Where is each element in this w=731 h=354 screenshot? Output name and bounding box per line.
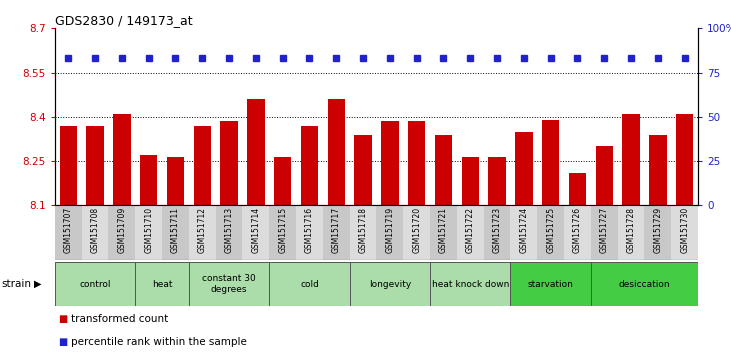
Text: desiccation: desiccation — [618, 280, 670, 289]
Bar — [247, 99, 265, 205]
Text: GSM151720: GSM151720 — [412, 207, 421, 253]
Text: longevity: longevity — [368, 280, 411, 289]
Bar — [167, 156, 184, 205]
Bar — [269, 262, 349, 306]
Bar — [430, 205, 457, 260]
Text: GSM151716: GSM151716 — [305, 207, 314, 253]
Bar — [515, 132, 533, 205]
Bar — [618, 205, 645, 260]
Bar — [300, 126, 318, 205]
Bar — [484, 205, 510, 260]
Bar — [82, 205, 108, 260]
Bar — [542, 120, 559, 205]
Bar — [135, 262, 189, 306]
Text: GSM151726: GSM151726 — [573, 207, 582, 253]
Text: GSM151714: GSM151714 — [251, 207, 260, 253]
Bar — [189, 205, 216, 260]
Text: GSM151711: GSM151711 — [171, 207, 180, 253]
Bar — [435, 135, 452, 205]
Bar — [194, 126, 211, 205]
Bar — [349, 205, 376, 260]
Text: constant 30
degrees: constant 30 degrees — [202, 274, 256, 294]
Text: cold: cold — [300, 280, 319, 289]
Bar — [55, 262, 135, 306]
Text: GSM151721: GSM151721 — [439, 207, 448, 253]
Text: GSM151724: GSM151724 — [520, 207, 529, 253]
Bar — [243, 205, 269, 260]
Bar — [649, 135, 667, 205]
Bar — [510, 205, 537, 260]
Bar — [461, 156, 479, 205]
Bar — [622, 114, 640, 205]
Text: ▶: ▶ — [34, 279, 42, 289]
Bar — [55, 205, 82, 260]
Bar — [327, 99, 345, 205]
Bar — [381, 121, 398, 205]
Text: GSM151710: GSM151710 — [144, 207, 153, 253]
Bar — [274, 156, 292, 205]
Bar — [296, 205, 323, 260]
Bar — [220, 121, 238, 205]
Bar — [488, 156, 506, 205]
Text: GSM151717: GSM151717 — [332, 207, 341, 253]
Text: transformed count: transformed count — [71, 314, 168, 324]
Bar — [569, 173, 586, 205]
Text: GSM151722: GSM151722 — [466, 207, 474, 253]
Text: percentile rank within the sample: percentile rank within the sample — [71, 337, 247, 347]
Bar — [591, 205, 618, 260]
Bar — [269, 205, 296, 260]
Bar — [140, 155, 157, 205]
Text: ■: ■ — [58, 314, 68, 324]
Text: GSM151715: GSM151715 — [279, 207, 287, 253]
Bar — [162, 205, 189, 260]
Text: GSM151713: GSM151713 — [224, 207, 233, 253]
Text: GSM151729: GSM151729 — [654, 207, 662, 253]
Bar — [108, 205, 135, 260]
Text: GSM151708: GSM151708 — [91, 207, 99, 253]
Bar — [349, 262, 430, 306]
Text: GSM151725: GSM151725 — [546, 207, 555, 253]
Text: control: control — [79, 280, 111, 289]
Bar — [355, 135, 372, 205]
Bar — [591, 262, 698, 306]
Bar — [323, 205, 349, 260]
Text: GSM151712: GSM151712 — [198, 207, 207, 253]
Text: starvation: starvation — [528, 280, 574, 289]
Text: heat knock down: heat knock down — [431, 280, 509, 289]
Bar — [430, 262, 510, 306]
Bar — [86, 126, 104, 205]
Bar — [676, 114, 694, 205]
Bar — [216, 205, 243, 260]
Text: GDS2830 / 149173_at: GDS2830 / 149173_at — [55, 14, 192, 27]
Text: GSM151728: GSM151728 — [626, 207, 635, 253]
Text: GSM151707: GSM151707 — [64, 207, 72, 253]
Bar — [59, 126, 77, 205]
Bar — [189, 262, 269, 306]
Bar — [457, 205, 484, 260]
Bar — [113, 114, 131, 205]
Bar — [135, 205, 162, 260]
Text: GSM151727: GSM151727 — [600, 207, 609, 253]
Text: GSM151723: GSM151723 — [493, 207, 501, 253]
Bar — [376, 205, 404, 260]
Text: GSM151730: GSM151730 — [681, 207, 689, 253]
Bar — [404, 205, 430, 260]
Bar — [537, 205, 564, 260]
Text: heat: heat — [152, 280, 173, 289]
Bar — [510, 262, 591, 306]
Bar — [408, 121, 425, 205]
Bar — [645, 205, 671, 260]
Text: GSM151719: GSM151719 — [385, 207, 394, 253]
Bar — [671, 205, 698, 260]
Text: GSM151709: GSM151709 — [118, 207, 126, 253]
Bar — [564, 205, 591, 260]
Text: strain: strain — [1, 279, 31, 289]
Text: ■: ■ — [58, 337, 68, 347]
Bar — [596, 146, 613, 205]
Text: GSM151718: GSM151718 — [359, 207, 368, 253]
